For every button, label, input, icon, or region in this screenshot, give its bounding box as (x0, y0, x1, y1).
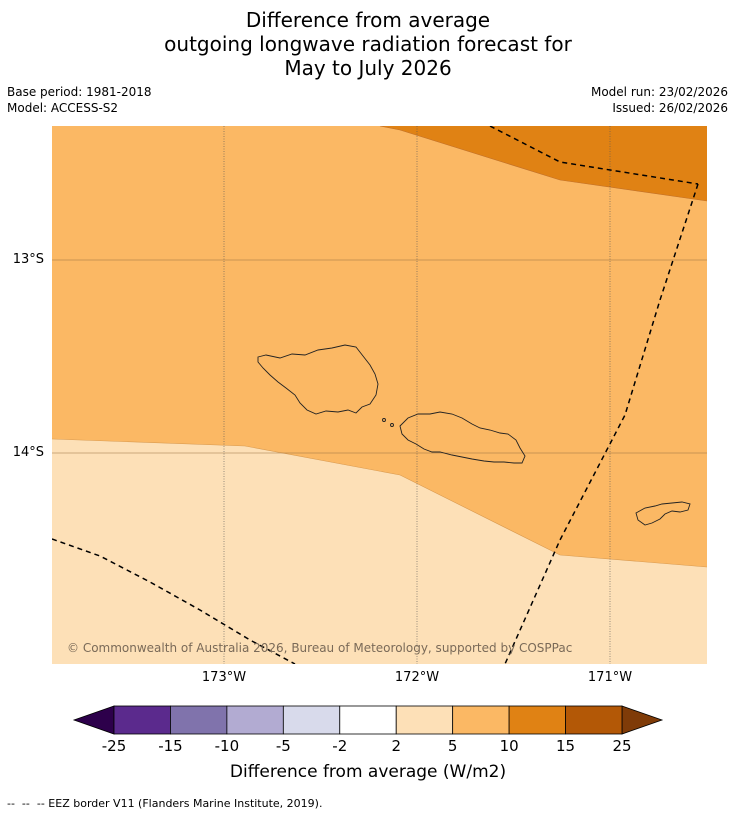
colorbar-tick-label: 2 (391, 737, 401, 755)
gridlines (52, 259, 707, 454)
region-10-to-15 (380, 126, 707, 201)
island-tutuila (635, 501, 691, 526)
colorbar (72, 705, 664, 735)
colorbar-swatch (395, 705, 454, 735)
eez-legend-footer: -- -- -- EEZ border V11 (Flanders Marine… (7, 797, 323, 810)
colorbar-tick-label: 15 (556, 737, 576, 755)
colorbar-over-arrow (621, 705, 664, 735)
title-line-3: May to July 2026 (284, 56, 452, 80)
colorbar-swatch (282, 705, 341, 735)
lon-label-171w: 171°W (587, 670, 633, 685)
lat-label-13s: 13°S (12, 252, 44, 267)
colorbar-tick-label: -2 (332, 737, 348, 755)
colorbar-swatch (508, 705, 566, 735)
colorbar-swatch (452, 705, 510, 735)
colorbar-swatch (226, 705, 284, 735)
colorbar-swatch (339, 705, 397, 735)
colorbar-tick-label: -5 (275, 737, 291, 755)
coastlines (257, 344, 691, 526)
colorbar-swatch (113, 705, 171, 735)
title-line-2: outgoing longwave radiation forecast for (164, 32, 572, 56)
map-panel (52, 126, 707, 664)
issued-date: Issued: 26/02/2026 (612, 101, 728, 115)
colorbar-tick-label: 5 (447, 737, 458, 755)
colorbar-tick-label: -15 (158, 737, 183, 755)
contour-line (52, 438, 707, 568)
chart-title: Difference from average outgoing longwav… (0, 8, 736, 80)
model-name: Model: ACCESS-S2 (7, 101, 119, 115)
meridians (223, 126, 611, 664)
lon-label-173w: 173°W (201, 670, 247, 685)
region-2-to-5 (52, 439, 707, 664)
lat-label-14s: 14°S (12, 445, 44, 460)
copyright-text: © Commonwealth of Australia 2026, Bureau… (67, 641, 573, 655)
title-line-1: Difference from average (245, 8, 491, 32)
colorbar-tick-label: -25 (101, 737, 127, 755)
lon-label-172w: 172°W (394, 670, 440, 685)
contour-line (379, 126, 707, 202)
eez-border (52, 126, 699, 664)
colorbar-tick-label: 10 (499, 737, 519, 755)
base-period: Base period: 1981-2018 (7, 85, 152, 99)
colorbar-under-arrow (72, 705, 115, 735)
colorbar-swatch (565, 705, 623, 735)
colorbar-title: Difference from average (W/m2) (229, 762, 507, 782)
colorbar-tick-label: -10 (214, 737, 240, 755)
model-run: Model run: 23/02/2026 (590, 85, 728, 99)
island-savaii (257, 344, 379, 415)
meta-right: Model run: 23/02/2026 Issued: 26/02/2026 (591, 84, 728, 116)
island-upolu (399, 411, 526, 464)
meta-left: Base period: 1981-2018 Model: ACCESS-S2 (7, 84, 152, 116)
colorbar-swatch (170, 705, 228, 735)
colorbar-tick-label: 25 (612, 737, 632, 755)
